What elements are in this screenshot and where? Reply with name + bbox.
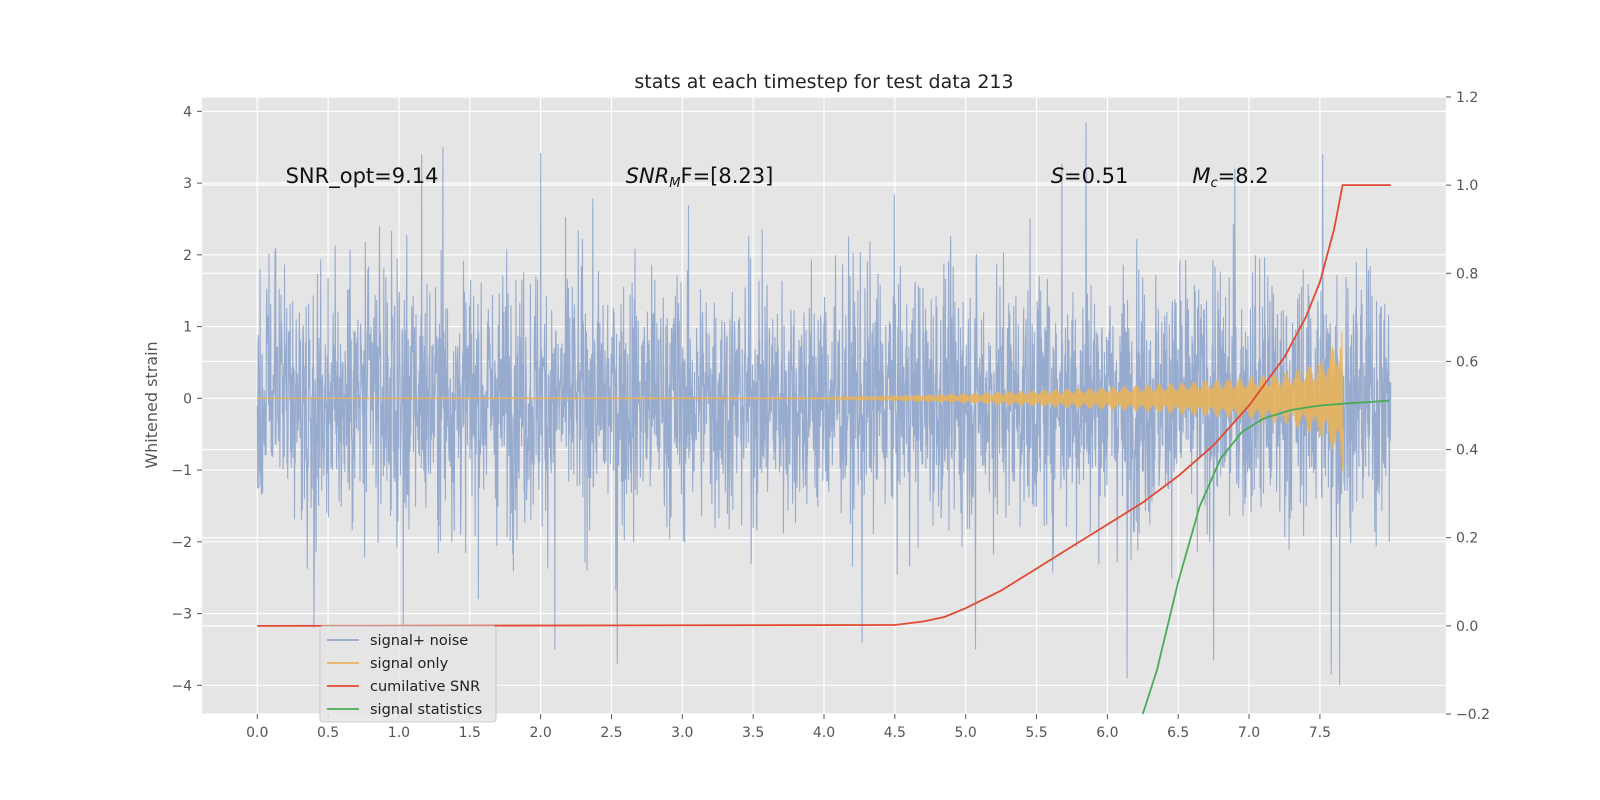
axes: 0.0 0.5 1.0 1.5 2.0 2.5 3.0 3.5 4.0 4.5 5.0 5.5 6.0 6… [171, 90, 1490, 741]
y2-tick-label: −0.2 [1456, 707, 1490, 723]
y-tick-label: 3 [183, 176, 192, 192]
y-tick-label: −4 [171, 678, 192, 694]
x-tick-label: 1.0 [388, 725, 410, 741]
x-tick-label: 4.5 [884, 725, 906, 741]
x-tick-label: 2.5 [600, 725, 622, 741]
chart-title: stats at each timestep for test data 213 [634, 71, 1013, 93]
y2-tick-label: 0.0 [1456, 619, 1478, 635]
y-tick-label: −3 [171, 607, 192, 623]
y2-tick-label: 0.4 [1456, 443, 1478, 459]
annotation-symbol: M [1192, 164, 1210, 188]
annotation-value: F=[8.23] [680, 164, 773, 188]
annotation-text: SNR_opt=9.14 [286, 164, 439, 189]
annotation-value: =8.2 [1218, 164, 1269, 188]
signal-noise-line [256, 122, 1392, 686]
signal-only-line [256, 332, 1344, 471]
y-tick-label: 1 [183, 320, 192, 336]
right-axis-series [257, 184, 1391, 714]
x-tick-label: 4.0 [813, 725, 835, 741]
x-tick-label: 0.5 [317, 725, 339, 741]
y2-tick-label: 1.2 [1456, 90, 1478, 106]
y-tick-label: 2 [183, 248, 192, 264]
y-tick-label: −2 [171, 535, 192, 551]
x-tick-label: 3.0 [671, 725, 693, 741]
annotation-value: =0.51 [1064, 164, 1128, 188]
x-tick-label: 7.5 [1309, 725, 1331, 741]
y-tick-label: 4 [183, 104, 192, 120]
annotation-subscript: c [1211, 176, 1218, 191]
y-tick-label: 0 [183, 391, 192, 407]
cumulative-snr-line [257, 184, 1391, 627]
annotation-symbol: SNR [626, 164, 670, 188]
x-tick-label: 5.0 [955, 725, 977, 741]
legend-label: signal only [370, 656, 449, 672]
legend-label: cumilative SNR [370, 679, 480, 695]
series-signal-only [256, 332, 1344, 471]
x-tick-label: 1.5 [459, 725, 481, 741]
signal-statistics-line [1141, 399, 1390, 714]
annotation-text: SNRMF=[8.23] [626, 164, 774, 191]
annotation-symbol: S [1051, 164, 1064, 188]
annotation-text: Mc=8.2 [1192, 164, 1268, 191]
legend: signal+ noise signal only cumilative SNR si… [319, 625, 497, 723]
annotation-text: S=0.51 [1051, 164, 1129, 188]
y-tick-label: −1 [171, 463, 192, 479]
y2-tick-label: 0.8 [1456, 266, 1478, 282]
annotation-subscript: M [669, 176, 680, 191]
x-tick-label: 2.0 [529, 725, 551, 741]
x-tick-label: 6.0 [1096, 725, 1118, 741]
y2-tick-label: 1.0 [1456, 178, 1478, 194]
legend-box [319, 625, 497, 723]
y-axis-label: Whitened strain [142, 341, 161, 468]
x-tick-label: 5.5 [1025, 725, 1047, 741]
x-tick-label: 0.0 [246, 725, 268, 741]
grid-lines [202, 96, 1446, 715]
y2-tick-label: 0.2 [1456, 531, 1478, 547]
legend-label: signal statistics [370, 702, 482, 718]
legend-label: signal+ noise [370, 633, 468, 649]
annotations: SNR_opt=9.14 SNRMF=[8.23] S=0.51 Mc=8.2 [286, 164, 1269, 191]
x-tick-label: 7.0 [1238, 725, 1260, 741]
x-tick-label: 3.5 [742, 725, 764, 741]
y2-tick-label: 0.6 [1456, 354, 1478, 370]
x-tick-label: 6.5 [1167, 725, 1189, 741]
series-signal-noise [256, 122, 1392, 686]
